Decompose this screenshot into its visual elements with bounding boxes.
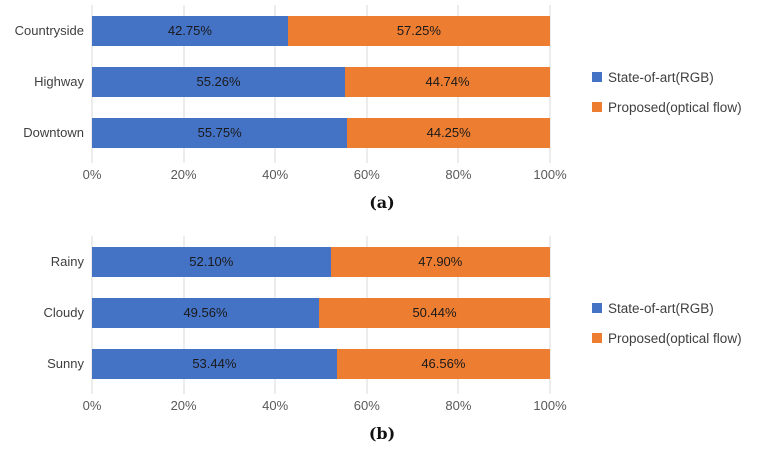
- bar-segment: 55.26%: [92, 66, 346, 97]
- bar-track: 55.75% 44.25%: [92, 117, 550, 148]
- bar-row: Cloudy 49.56% 50.44%: [0, 297, 550, 328]
- bar-row: Countryside 42.75% 57.25%: [0, 15, 550, 46]
- axis-tick-label: 40%: [262, 398, 289, 413]
- legend-marker-orange-icon: [592, 333, 602, 343]
- bar-segment: 57.25%: [287, 15, 550, 46]
- bar-track: 49.56% 50.44%: [92, 297, 550, 328]
- bar-value-label: 46.56%: [421, 356, 466, 371]
- category-label: Highway: [34, 74, 84, 89]
- axis-layer: 0% 20% 40% 60% 80% 100%: [83, 398, 567, 414]
- legend-item-state-of-art: State-of-art(RGB): [592, 300, 742, 316]
- bar-segment: 42.75%: [92, 15, 288, 46]
- axis-tick-label: 0%: [82, 398, 102, 413]
- gridline: [549, 5, 551, 163]
- bar-row: Downtown 55.75% 44.25%: [0, 117, 550, 148]
- caption-a: (a): [369, 193, 395, 212]
- axis-tick-label: 0%: [82, 167, 102, 182]
- rows-layer: Rainy 52.10% 47.90% Cloudy 49.56% 50.44% Sunny…: [0, 236, 550, 389]
- bar-value-label: 55.26%: [196, 74, 241, 89]
- axis-tick-label: 100%: [533, 398, 567, 413]
- bar-value-label: 47.90%: [418, 254, 463, 269]
- bar-segment: 44.74%: [345, 66, 550, 97]
- legend: State-of-art(RGB) Proposed(optical flow): [592, 300, 742, 346]
- legend: State-of-art(RGB) Proposed(optical flow): [592, 69, 742, 115]
- legend-item-state-of-art: State-of-art(RGB): [592, 69, 742, 85]
- bar-value-label: 57.25%: [396, 23, 441, 38]
- rows-layer: Countryside 42.75% 57.25% Highway 55.26% 44.7…: [0, 5, 550, 158]
- legend-item-proposed: Proposed(optical flow): [592, 330, 742, 346]
- bar-segment: 52.10%: [92, 246, 331, 277]
- legend-label-state-of-art: State-of-art(RGB): [608, 69, 714, 85]
- legend-marker-blue-icon: [592, 72, 602, 82]
- axis-tick-label: 80%: [445, 398, 472, 413]
- bar-segment: 46.56%: [336, 348, 550, 379]
- axis-tick-label: 60%: [353, 167, 380, 182]
- category-label: Downtown: [23, 125, 84, 140]
- bar-value-label: 55.75%: [197, 125, 242, 140]
- bar-track: 42.75% 57.25%: [92, 15, 550, 46]
- bar-segment: 53.44%: [92, 348, 337, 379]
- bar-value-label: 42.75%: [167, 23, 212, 38]
- bar-segment: 49.56%: [92, 297, 319, 328]
- axis-tick-label: 20%: [170, 398, 197, 413]
- axis-tick-label: 80%: [445, 167, 472, 182]
- legend-item-proposed: Proposed(optical flow): [592, 99, 742, 115]
- bar-track: 53.44% 46.56%: [92, 348, 550, 379]
- bar-segment: 50.44%: [318, 297, 550, 328]
- axis-tick-label: 60%: [353, 398, 380, 413]
- axis-tick-label: 100%: [533, 167, 567, 182]
- bar-value-label: 50.44%: [412, 305, 457, 320]
- bar-value-label: 44.25%: [426, 125, 471, 140]
- category-label: Countryside: [14, 23, 84, 38]
- axis-layer: 0% 20% 40% 60% 80% 100%: [83, 167, 567, 183]
- gridline: [549, 236, 551, 394]
- legend-label-state-of-art: State-of-art(RGB): [608, 300, 714, 316]
- bar-value-label: 49.56%: [183, 305, 228, 320]
- bar-track: 55.26% 44.74%: [92, 66, 550, 97]
- chart-b: Rainy 52.10% 47.90% Cloudy 49.56% 50.44% Sunny…: [0, 231, 764, 462]
- bar-row: Highway 55.26% 44.74%: [0, 66, 550, 97]
- bar-segment: 55.75%: [92, 117, 348, 148]
- axis-tick-label: 20%: [170, 167, 197, 182]
- bar-value-label: 52.10%: [189, 254, 234, 269]
- legend-label-proposed: Proposed(optical flow): [608, 99, 742, 115]
- chart-a: Countryside 42.75% 57.25% Highway 55.26% 44.7…: [0, 5, 742, 212]
- category-label: Cloudy: [43, 305, 84, 320]
- bar-segment: 47.90%: [330, 246, 550, 277]
- caption-b: (b): [368, 424, 396, 443]
- legend-marker-orange-icon: [592, 102, 602, 112]
- bar-track: 52.10% 47.90%: [92, 246, 550, 277]
- bar-segment: 44.25%: [347, 117, 550, 148]
- bar-value-label: 44.74%: [425, 74, 470, 89]
- bar-row: Sunny 53.44% 46.56%: [0, 348, 550, 379]
- legend-marker-blue-icon: [592, 303, 602, 313]
- bar-value-label: 53.44%: [192, 356, 237, 371]
- category-label: Sunny: [47, 356, 84, 371]
- bar-row: Rainy 52.10% 47.90%: [0, 246, 550, 277]
- legend-label-proposed: Proposed(optical flow): [608, 330, 742, 346]
- category-label: Rainy: [50, 254, 84, 269]
- axis-tick-label: 40%: [262, 167, 289, 182]
